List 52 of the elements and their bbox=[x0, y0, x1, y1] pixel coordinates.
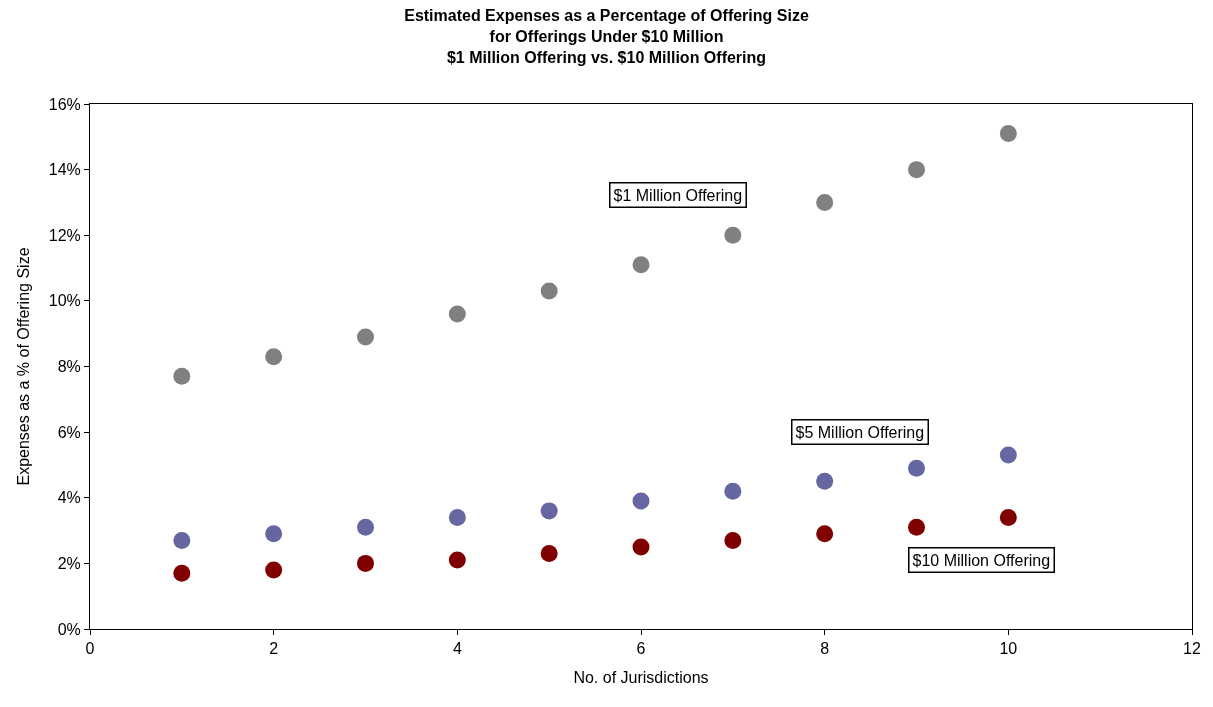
x-tick-label: 10 bbox=[999, 640, 1018, 658]
x-tick-label: 6 bbox=[636, 640, 646, 658]
x-tick-label: 4 bbox=[452, 640, 462, 658]
point bbox=[357, 328, 374, 346]
point bbox=[540, 502, 558, 520]
point bbox=[632, 492, 650, 510]
point bbox=[357, 518, 374, 536]
y-tick-label: 6% bbox=[57, 423, 81, 441]
y-tick-label: 8% bbox=[57, 358, 81, 376]
series-label: $5 Million Offering bbox=[795, 423, 925, 441]
point bbox=[908, 459, 925, 477]
y-tick-label: 4% bbox=[57, 489, 81, 507]
point bbox=[173, 367, 191, 385]
point bbox=[173, 531, 191, 549]
point bbox=[632, 538, 650, 556]
point bbox=[448, 508, 466, 526]
y-tick-label: 14% bbox=[48, 161, 81, 179]
point bbox=[999, 446, 1017, 464]
point bbox=[265, 348, 283, 366]
y-tick-label: 12% bbox=[48, 226, 81, 244]
y-axis-title: Expenses as a % of Offering Size bbox=[14, 247, 32, 486]
x-tick-label: 8 bbox=[820, 640, 830, 658]
point bbox=[448, 305, 466, 323]
point bbox=[999, 125, 1017, 143]
x-tick-label: 2 bbox=[269, 640, 279, 658]
point bbox=[265, 525, 283, 543]
point bbox=[816, 472, 834, 490]
point bbox=[816, 193, 834, 211]
point bbox=[908, 518, 925, 536]
point bbox=[816, 525, 834, 543]
point bbox=[908, 161, 925, 179]
y-tick-label: 2% bbox=[57, 554, 81, 572]
y-tick-label: 16% bbox=[48, 95, 81, 113]
point bbox=[265, 561, 283, 579]
point bbox=[999, 508, 1017, 526]
point bbox=[724, 531, 742, 549]
point bbox=[357, 554, 374, 572]
y-tick-label: 0% bbox=[57, 620, 81, 638]
point bbox=[724, 482, 742, 500]
point bbox=[540, 545, 558, 563]
point bbox=[540, 282, 558, 300]
chart-title: Estimated Expenses as a Percentage of Offering Size for Offerings Under $10 Million $1 Million Offering vs. $10 Million Offering bbox=[404, 7, 809, 66]
x-tick-label: 12 bbox=[1183, 640, 1201, 658]
point bbox=[724, 226, 742, 244]
point bbox=[448, 551, 466, 569]
series-label: $1 Million Offering bbox=[613, 186, 743, 204]
y-tick-label: 10% bbox=[48, 292, 81, 310]
x-axis-title: No. of Jurisdictions bbox=[573, 668, 709, 686]
point bbox=[632, 256, 650, 274]
x-tick-label: 0 bbox=[85, 640, 95, 658]
series-label: $10 Million Offering bbox=[912, 551, 1051, 569]
point bbox=[173, 564, 191, 582]
